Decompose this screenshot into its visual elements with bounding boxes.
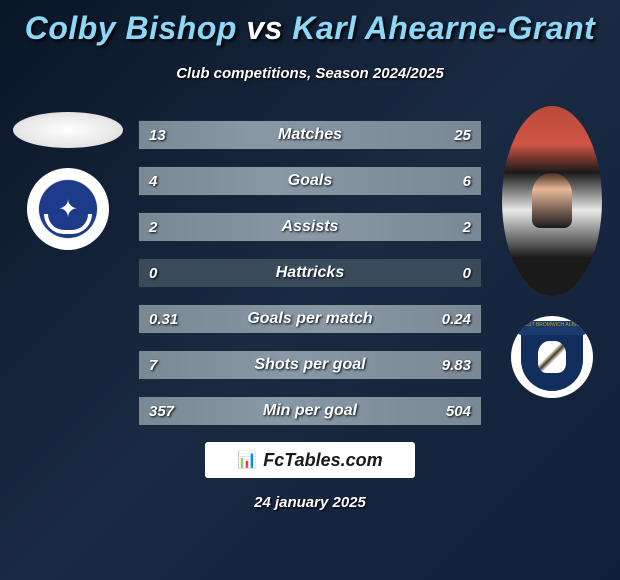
date-label: 24 january 2025 xyxy=(0,494,620,511)
stat-row: 4Goals6 xyxy=(138,166,482,196)
stat-value-left: 7 xyxy=(139,357,209,374)
stat-row: 7Shots per goal9.83 xyxy=(138,350,482,380)
subtitle: Club competitions, Season 2024/2025 xyxy=(0,65,620,82)
stat-label: Matches xyxy=(209,126,411,144)
player1-name: Colby Bishop xyxy=(25,10,237,46)
stat-row: 357Min per goal504 xyxy=(138,396,482,426)
stat-value-left: 0 xyxy=(139,265,209,282)
stat-value-left: 2 xyxy=(139,219,209,236)
vs-label: vs xyxy=(246,10,283,46)
stat-row: 0.31Goals per match0.24 xyxy=(138,304,482,334)
stat-label: Shots per goal xyxy=(209,356,411,374)
stat-label: Goals xyxy=(209,172,411,190)
brand-badge[interactable]: 📊 FcTables.com xyxy=(205,442,415,478)
stat-row: 0Hattricks0 xyxy=(138,258,482,288)
brand-text: FcTables.com xyxy=(263,450,382,471)
stat-value-right: 25 xyxy=(411,127,481,144)
stat-label: Hattricks xyxy=(209,264,411,282)
comparison-title: Colby Bishop vs Karl Ahearne-Grant xyxy=(0,0,620,47)
stat-label: Min per goal xyxy=(209,402,411,420)
player2-name: Karl Ahearne-Grant xyxy=(292,10,595,46)
stat-value-left: 4 xyxy=(139,173,209,190)
stat-value-right: 504 xyxy=(411,403,481,420)
stat-value-right: 2 xyxy=(411,219,481,236)
stats-content: ✦ WEST BROMWICH ALBION 13Matches254Goals… xyxy=(0,106,620,426)
stat-row: 2Assists2 xyxy=(138,212,482,242)
stat-value-left: 0.31 xyxy=(139,311,209,328)
wba-banner-text: WEST BROMWICH ALBION xyxy=(516,321,588,335)
stat-value-right: 0 xyxy=(411,265,481,282)
player2-club-crest: WEST BROMWICH ALBION xyxy=(511,316,593,398)
player1-column: ✦ xyxy=(8,106,128,250)
stat-bars-container: 13Matches25 4Goals6 2Assists2 0Hattricks0 0.… xyxy=(138,120,482,442)
player1-club-crest: ✦ xyxy=(27,168,109,250)
stat-label: Goals per match xyxy=(209,310,411,328)
chart-icon: 📊 xyxy=(237,450,257,470)
stat-value-right: 6 xyxy=(411,173,481,190)
throstle-icon xyxy=(538,341,566,373)
stat-value-left: 357 xyxy=(139,403,209,420)
stat-label: Assists xyxy=(209,218,411,236)
stat-value-right: 0.24 xyxy=(411,311,481,328)
player1-avatar-placeholder xyxy=(13,112,123,148)
stat-value-left: 13 xyxy=(139,127,209,144)
player2-avatar xyxy=(502,106,602,296)
stat-value-right: 9.83 xyxy=(411,357,481,374)
star-icon: ✦ xyxy=(58,195,78,224)
player2-column: WEST BROMWICH ALBION xyxy=(492,106,612,398)
stat-row: 13Matches25 xyxy=(138,120,482,150)
